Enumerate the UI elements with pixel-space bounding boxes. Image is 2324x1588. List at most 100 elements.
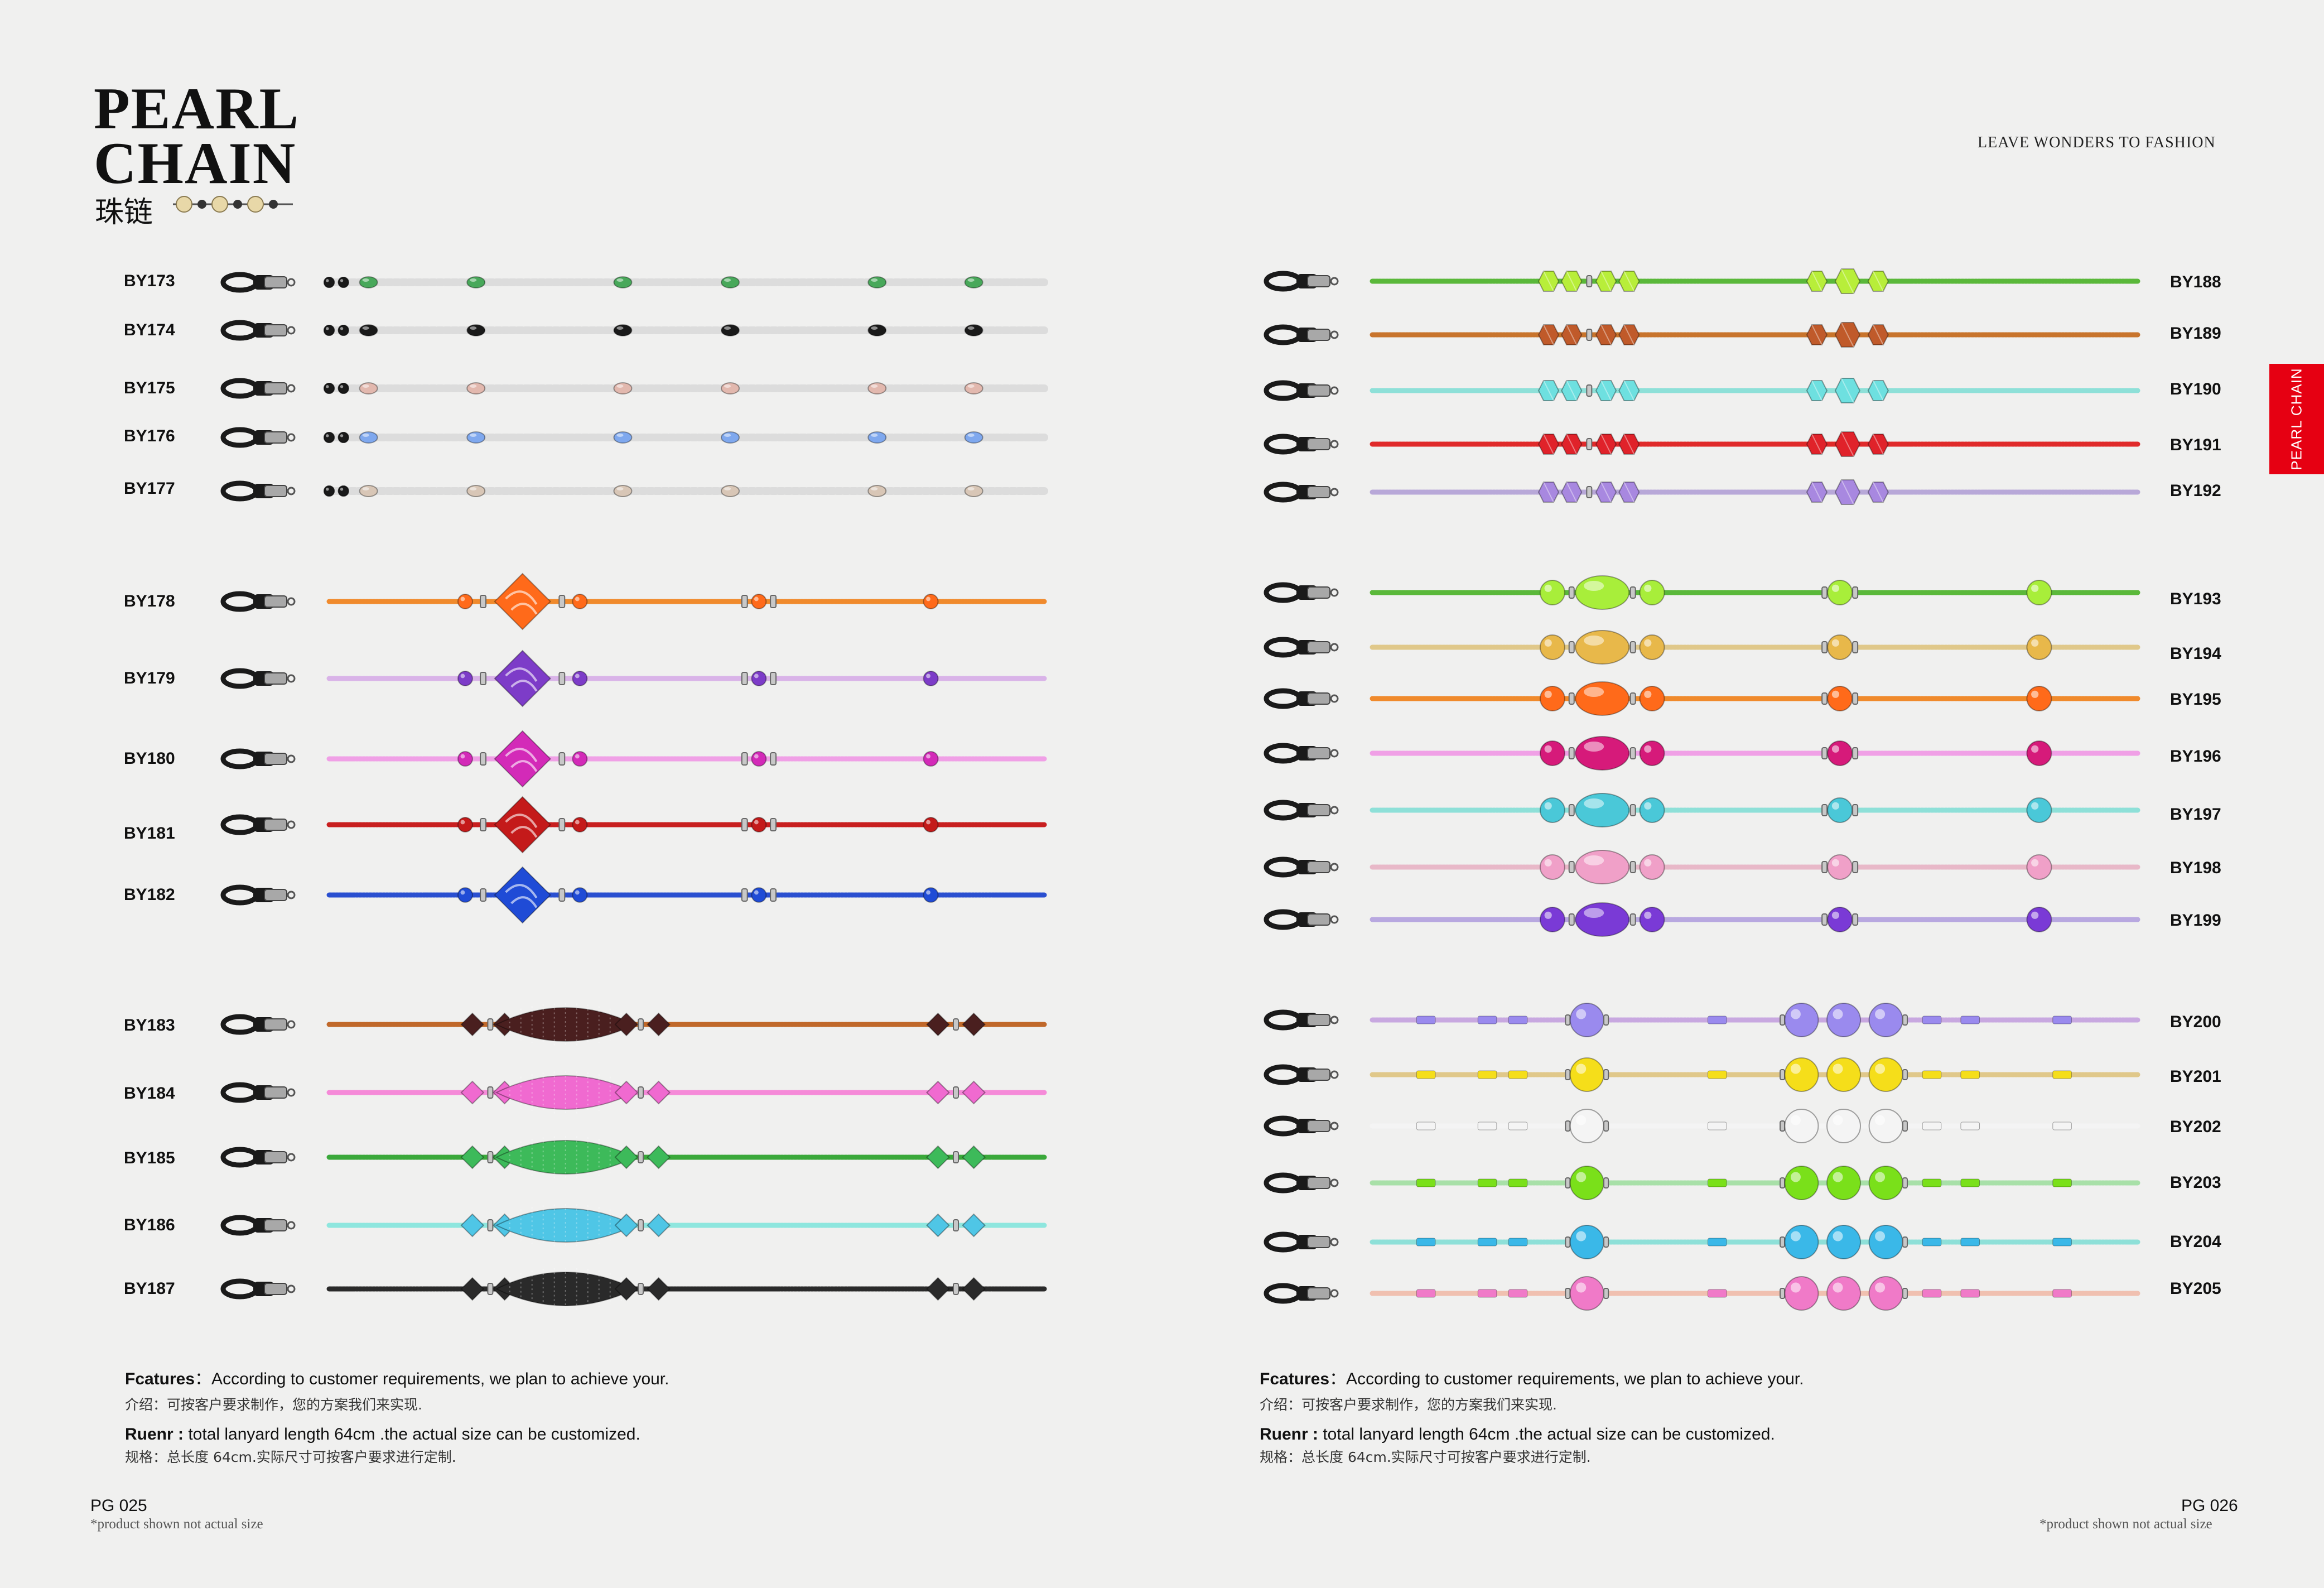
metal-crimp bbox=[264, 431, 287, 444]
chain-image bbox=[220, 1071, 1048, 1114]
bead-highlight bbox=[616, 278, 624, 282]
bead-facet bbox=[1543, 271, 1554, 292]
rubber-loop bbox=[220, 272, 259, 293]
jump-ring bbox=[287, 820, 296, 829]
bead-facet bbox=[1811, 324, 1822, 345]
tube-bead bbox=[2052, 1178, 2072, 1187]
spacer-bead bbox=[558, 818, 566, 831]
rubber-loop bbox=[1264, 434, 1303, 455]
tube-bead bbox=[1416, 1122, 1436, 1130]
bead-highlight bbox=[967, 384, 975, 388]
tube-bead bbox=[1922, 1178, 1942, 1187]
product-code: BY182 bbox=[124, 886, 175, 904]
rubber-loop bbox=[1264, 688, 1303, 709]
bead-highlight bbox=[1576, 1009, 1587, 1019]
bead bbox=[460, 1012, 485, 1037]
spacer-bead bbox=[1821, 861, 1828, 873]
tube-bead bbox=[1416, 1016, 1436, 1024]
bead bbox=[460, 1080, 485, 1105]
bead bbox=[1784, 1003, 1819, 1037]
bead bbox=[721, 485, 740, 497]
rubber-loop bbox=[220, 748, 259, 769]
features-text: ：According to customer requirements, we … bbox=[195, 1370, 669, 1388]
bead bbox=[1618, 271, 1640, 292]
chain-image bbox=[1264, 681, 2142, 716]
bead bbox=[1826, 1109, 1862, 1143]
spacer-bead bbox=[638, 1086, 644, 1099]
rubber-loop bbox=[220, 427, 259, 448]
jump-ring bbox=[1330, 386, 1339, 395]
bead-highlight bbox=[470, 384, 477, 388]
bead bbox=[1806, 271, 1828, 292]
bead-highlight bbox=[460, 673, 465, 678]
spacer-bead bbox=[770, 672, 777, 685]
bead bbox=[962, 1213, 986, 1238]
chain-image bbox=[220, 427, 1049, 448]
tube-bead bbox=[1477, 1122, 1497, 1130]
rubber-loop bbox=[220, 1014, 259, 1035]
bead-facet bbox=[1840, 268, 1854, 294]
metal-crimp bbox=[264, 889, 287, 901]
bead-highlight bbox=[340, 279, 344, 282]
jump-ring bbox=[287, 1284, 296, 1293]
bead bbox=[1539, 740, 1565, 766]
bead-swirl bbox=[505, 748, 538, 772]
rubber-loop bbox=[1264, 1231, 1303, 1253]
bead-highlight bbox=[967, 278, 975, 282]
bead-highlight bbox=[1875, 1231, 1886, 1241]
bead bbox=[721, 324, 740, 336]
bead-highlight bbox=[2031, 911, 2039, 919]
bead bbox=[1561, 380, 1583, 401]
bead bbox=[613, 324, 633, 336]
bead-highlight bbox=[926, 754, 930, 759]
bead bbox=[867, 485, 887, 497]
bead bbox=[359, 485, 378, 497]
ruenr-label: Ruenr : bbox=[125, 1425, 184, 1443]
bead bbox=[751, 817, 767, 833]
bead bbox=[964, 431, 983, 444]
bead-facet bbox=[1872, 434, 1884, 455]
spacer-bead bbox=[1821, 913, 1828, 926]
bead bbox=[457, 817, 473, 833]
bead bbox=[2026, 686, 2052, 711]
tube-bead bbox=[1416, 1070, 1436, 1079]
bead-highlight bbox=[2031, 802, 2039, 810]
spacer-bead bbox=[1568, 747, 1575, 759]
product-code: BY192 bbox=[2170, 482, 2221, 500]
spacer-bead bbox=[1821, 692, 1828, 705]
bead bbox=[1639, 634, 1665, 660]
bead-highlight bbox=[2031, 859, 2039, 867]
bead bbox=[494, 796, 552, 854]
metal-crimp bbox=[264, 1018, 287, 1031]
jump-ring bbox=[287, 674, 296, 683]
bead-highlight bbox=[1644, 690, 1652, 698]
metal-crimp bbox=[1307, 275, 1330, 287]
bead bbox=[1784, 1166, 1819, 1200]
jump-ring bbox=[1330, 1178, 1339, 1187]
chain-image bbox=[220, 1136, 1048, 1178]
chain-image bbox=[220, 480, 1049, 502]
tube-bead bbox=[1922, 1238, 1942, 1247]
rubber-loop bbox=[220, 814, 259, 835]
chain-image bbox=[1264, 1166, 2142, 1200]
bead-highlight bbox=[1831, 639, 1840, 647]
bead bbox=[324, 325, 335, 336]
bead-highlight bbox=[470, 326, 477, 330]
spacer-bead bbox=[487, 1018, 494, 1031]
tube-bead bbox=[1922, 1122, 1942, 1130]
jump-ring bbox=[287, 1020, 296, 1029]
jump-ring bbox=[1330, 588, 1339, 597]
product-code: BY177 bbox=[124, 479, 175, 498]
bead-facet bbox=[1600, 324, 1612, 345]
metal-crimp bbox=[1307, 1069, 1330, 1081]
bead-facet bbox=[1872, 324, 1884, 345]
jump-ring bbox=[1330, 1289, 1339, 1298]
chain-image bbox=[220, 378, 1049, 399]
metal-crimp bbox=[264, 324, 287, 336]
spacer-bead bbox=[1902, 1288, 1908, 1299]
bead bbox=[572, 594, 588, 609]
bead-highlight bbox=[340, 327, 344, 330]
bead bbox=[1827, 686, 1853, 711]
chain-image bbox=[220, 1268, 1048, 1310]
bead-highlight bbox=[362, 326, 369, 330]
